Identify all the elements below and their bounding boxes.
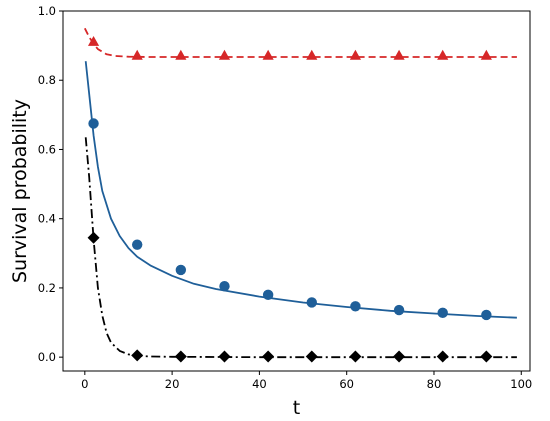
plot-frame [62,10,531,372]
x-tick-label: 100 [510,377,532,391]
data-point-circle [88,118,99,129]
data-point-diamond [305,350,318,363]
x-tick-label: 0 [81,377,88,391]
y-tick-label: 0.2 [38,281,56,295]
data-point-diamond [436,350,449,363]
data-point-circle [175,264,187,276]
y-tick-label: 0.4 [38,212,56,226]
data-point-circle [393,304,405,316]
data-point-triangle [306,49,318,60]
plot-area [83,27,517,363]
y-axis-title: Survival probability [9,99,31,283]
data-point-circle [350,301,361,312]
x-tick-label: 40 [252,377,267,391]
y-axis: 0.0 0.2 0.4 0.6 0.8 1.0 [38,4,63,364]
series-2 [84,137,517,363]
data-point-circle [437,307,448,319]
data-point-triangle [175,49,187,60]
data-point-triangle [393,49,405,60]
data-point-triangle [437,49,449,60]
data-point-circle [262,289,274,301]
data-point-diamond [393,350,406,363]
data-point-diamond [87,231,100,244]
y-tick-label: 0.6 [38,142,56,156]
x-tick-label: 60 [339,377,354,391]
data-point-diamond [349,350,362,363]
data-point-triangle [131,49,143,60]
y-tick-label: 0.0 [38,350,56,364]
x-axis-title: t [293,397,300,419]
x-tick-label: 80 [427,377,442,391]
series-1 [84,61,517,321]
data-point-diamond [480,350,493,363]
data-point-diamond [174,350,187,363]
x-tick-label: 20 [165,377,180,391]
data-point-triangle [349,49,362,60]
series-2-fit-line [84,137,517,359]
x-axis: 0 20 40 60 80 100 [81,371,532,391]
series-0-fit-line [83,27,517,58]
data-point-diamond [262,350,275,363]
data-point-triangle [262,49,274,60]
data-point-circle [131,239,143,250]
data-point-triangle [480,49,492,60]
series-1-fit-line [84,61,517,319]
y-tick-label: 1.0 [38,4,56,18]
y-tick-label: 0.8 [38,73,56,87]
data-point-triangle [218,49,231,60]
data-point-circle [219,280,230,292]
data-point-diamond [131,349,144,362]
data-point-circle [481,309,492,321]
series-0 [83,27,517,60]
data-point-circle [306,297,317,308]
data-point-diamond [218,350,231,363]
data-point-triangle [87,35,100,46]
